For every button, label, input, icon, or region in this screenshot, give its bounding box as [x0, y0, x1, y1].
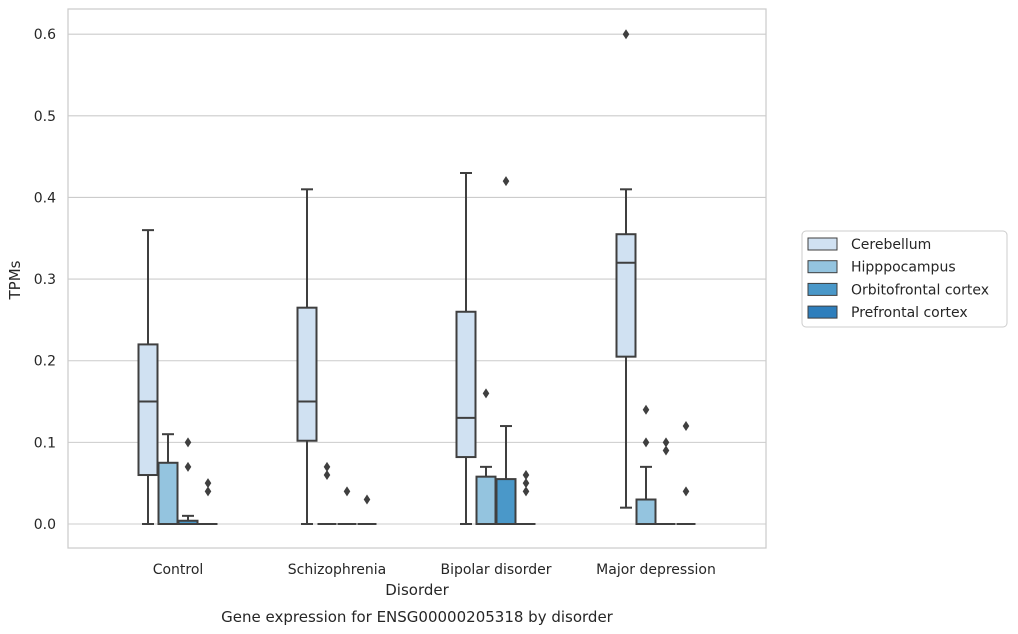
y-tick-label: 0.3 [34, 272, 56, 288]
y-tick-labels: 0.0 0.1 0.2 0.3 0.4 0.5 0.6 [34, 27, 56, 533]
outlier-point [204, 486, 212, 497]
box-3-2 [516, 470, 536, 525]
x-tick-label: Major depression [596, 562, 716, 578]
y-axis-label: TPMs [6, 260, 24, 300]
outlier-point [522, 470, 530, 481]
chart-caption: Gene expression for ENSG00000205318 by d… [221, 608, 614, 626]
y-tick-label: 0.0 [34, 517, 56, 533]
outlier-point [482, 388, 490, 399]
outlier-point [363, 494, 371, 505]
outlier-point [184, 461, 192, 472]
y-tick-label: 0.2 [34, 354, 56, 370]
x-tick-label: Bipolar disorder [440, 562, 551, 578]
outlier-point [642, 404, 650, 415]
legend-swatch [807, 237, 838, 251]
outlier-point [682, 421, 690, 432]
legend-label: Prefrontal cortex [851, 305, 968, 321]
box-body [157, 461, 179, 525]
legend: Cerebellum Hipppocampus Orbitofrontal cort… [801, 230, 1008, 328]
outlier-point [662, 445, 670, 456]
grid-lines [68, 33, 766, 525]
box-body [137, 343, 159, 477]
y-tick-label: 0.6 [34, 27, 56, 43]
outlier-point [682, 486, 690, 497]
outlier-point [343, 486, 351, 497]
box-0-3 [615, 29, 637, 509]
y-tick-label: 0.5 [34, 109, 56, 125]
box-body [495, 478, 517, 525]
outlier-point [622, 29, 630, 40]
box-1-1 [317, 461, 337, 525]
outlier-point [522, 478, 530, 489]
outlier-point [662, 437, 670, 448]
box-0-2 [455, 171, 477, 525]
box-body [615, 233, 637, 358]
box-1-2 [475, 388, 497, 526]
outlier-point [642, 437, 650, 448]
outlier-point [502, 176, 510, 187]
boxes-layer [137, 29, 696, 526]
legend-label: Hipppocampus [851, 260, 956, 276]
outlier-point [323, 470, 331, 481]
box-3-1 [357, 494, 377, 525]
legend-label: Cerebellum [851, 237, 931, 253]
legend-frame [801, 230, 1008, 328]
x-tick-label: Schizophrenia [288, 562, 386, 578]
box-body [455, 310, 477, 459]
y-tick-label: 0.1 [34, 435, 56, 451]
plot-frame [67, 8, 767, 549]
y-tick-label: 0.4 [34, 190, 56, 206]
legend-label: Orbitofrontal cortex [851, 282, 989, 298]
x-tick-label: Control [153, 562, 204, 578]
box-0-1 [296, 188, 318, 525]
box-2-0 [177, 437, 199, 526]
box-body [635, 498, 657, 525]
box-0-0 [137, 229, 159, 525]
box-body [475, 475, 497, 526]
outlier-point [184, 437, 192, 448]
box-3-3 [676, 421, 696, 525]
outlier-point [522, 486, 530, 497]
box-1-0 [157, 433, 179, 525]
outlier-point [204, 478, 212, 489]
x-axis-label: Disorder [385, 581, 449, 599]
x-tick-labels: Control Schizophrenia Bipolar disorder Majo… [153, 562, 716, 578]
box-3-0 [198, 478, 218, 525]
box-body [296, 306, 318, 442]
legend-swatch [807, 305, 838, 319]
box-1-3 [635, 404, 657, 525]
box-2-2 [495, 176, 517, 525]
legend-swatch [807, 260, 838, 274]
outlier-point [323, 461, 331, 472]
legend-swatch [807, 282, 838, 296]
box-2-3 [656, 437, 676, 525]
box-2-1 [337, 486, 357, 525]
